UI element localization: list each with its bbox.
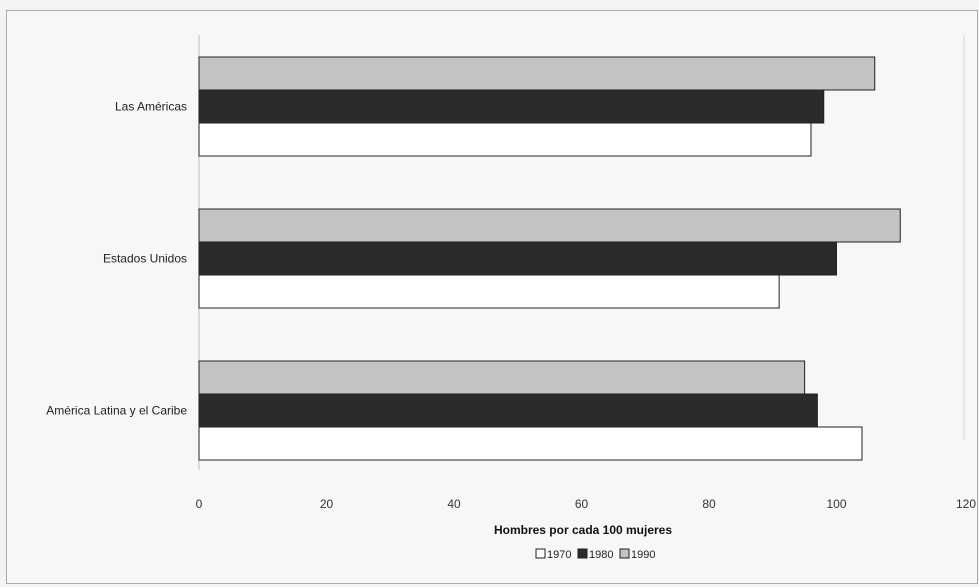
legend-label-1980: 1980: [589, 549, 613, 561]
legend-label-1970: 1970: [547, 549, 571, 561]
x-tick-labels: 0 20 40 60 80 100 120: [196, 497, 977, 511]
bar-1970-1: [198, 122, 812, 157]
bar-1980-3: [198, 393, 818, 428]
x-tick-label: 100: [826, 497, 846, 511]
bar-1970-3: [198, 426, 863, 461]
category-label: América Latina y el Caribe: [46, 404, 187, 418]
x-axis-title: Hombres por cada 100 mujeres: [494, 523, 672, 537]
bars-group: [198, 56, 901, 461]
legend-swatch-1990: [619, 548, 630, 559]
x-tick-label: 20: [320, 497, 334, 511]
legend: 1970 1980 1990: [535, 548, 655, 561]
bar-1990-3: [198, 360, 806, 395]
category-label: Estados Unidos: [103, 252, 187, 266]
x-tick-label: 0: [196, 497, 203, 511]
bar-1980-1: [198, 89, 825, 124]
x-tick-label: 40: [447, 497, 461, 511]
legend-label-1990: 1990: [631, 549, 655, 561]
x-tick-label: 80: [702, 497, 716, 511]
x-tick-label: 60: [575, 497, 589, 511]
bar-1980-2: [198, 241, 837, 276]
bar-1970-2: [198, 274, 780, 309]
category-labels: Las Américas Estados Unidos América Latina…: [46, 100, 187, 418]
legend-swatch-1970: [535, 548, 546, 559]
legend-swatch-1980: [577, 548, 588, 559]
bar-1990-2: [198, 208, 901, 243]
bar-1990-1: [198, 56, 876, 91]
category-label: Las Américas: [115, 100, 187, 114]
x-tick-label: 120: [956, 497, 976, 511]
